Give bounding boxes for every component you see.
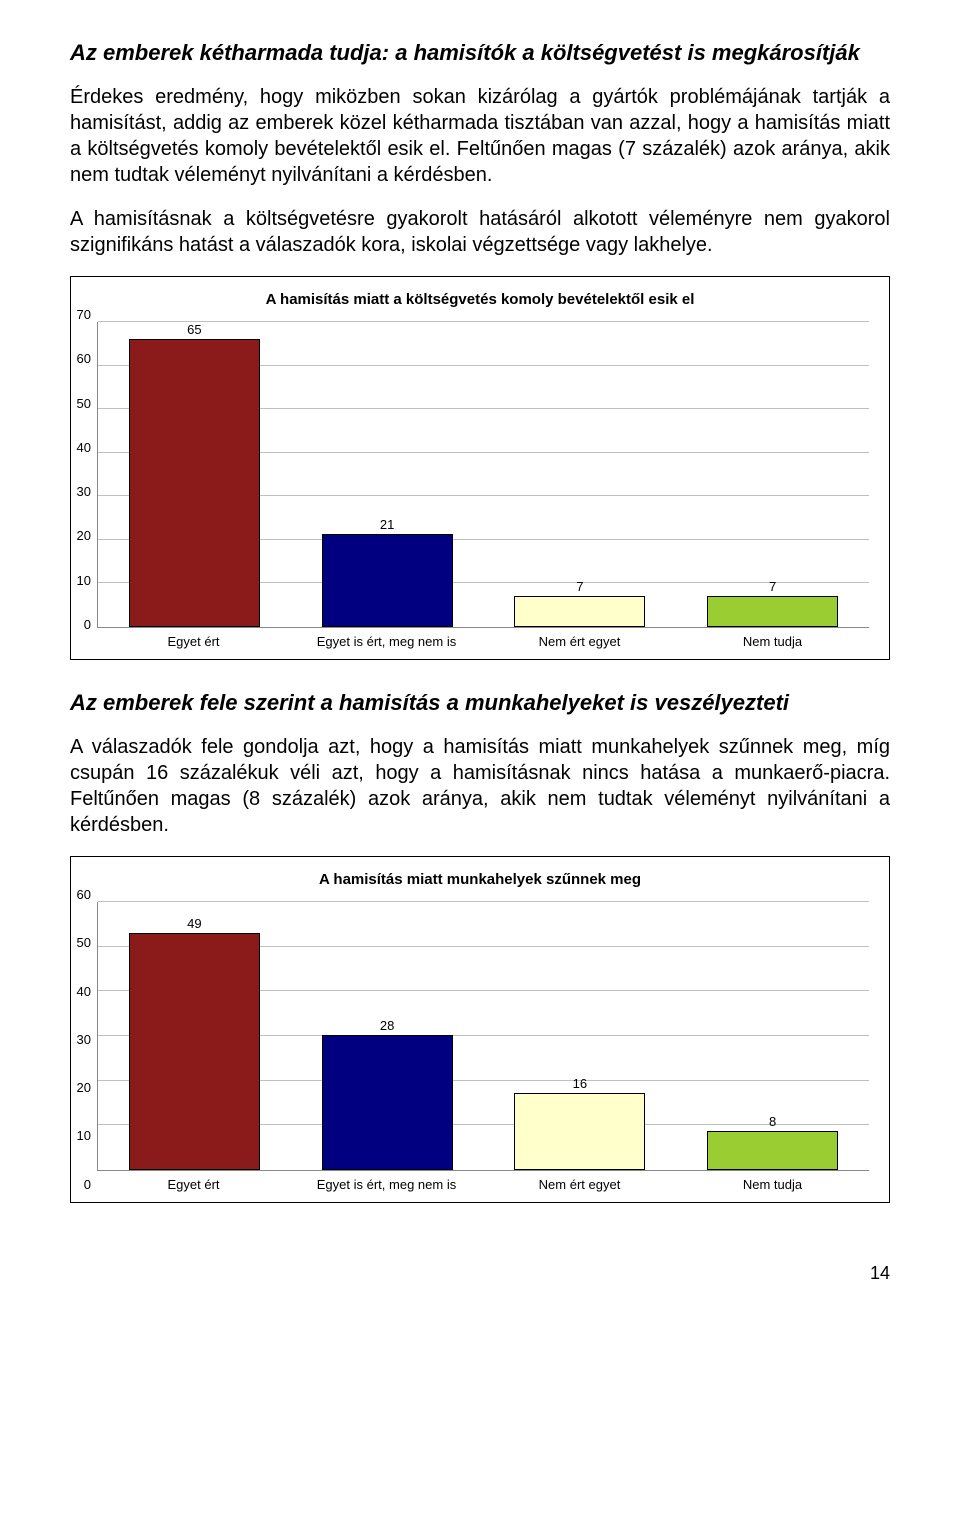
- x-axis-label: Nem ért egyet: [483, 1177, 676, 1192]
- x-axis-label: Egyet is ért, meg nem is: [290, 1177, 483, 1192]
- bar: [322, 534, 453, 627]
- bar: [129, 339, 260, 627]
- bar: [514, 596, 645, 627]
- chart-2-area: 6050403020100 4928168 Egyet értEgyet is …: [91, 902, 869, 1192]
- chart-2-box: A hamisítás miatt munkahelyek szűnnek me…: [70, 856, 890, 1203]
- chart-1-area: 706050403020100 652177 Egyet értEgyet is…: [91, 322, 869, 649]
- x-axis-label: Egyet ért: [97, 1177, 290, 1192]
- x-axis-label: Egyet is ért, meg nem is: [290, 634, 483, 649]
- chart-2-title: A hamisítás miatt munkahelyek szűnnek me…: [91, 871, 869, 888]
- bar: [514, 1093, 645, 1170]
- chart-1-plot: 65 21 7 7: [97, 322, 869, 628]
- bar-value-label: 65: [187, 322, 201, 337]
- chart-1-plot-wrap: 65 21 7 7 Egyet értEgyet is ért, meg nem is…: [97, 322, 869, 649]
- page-number: 14: [0, 1263, 960, 1304]
- bar-value-label: 8: [769, 1114, 776, 1129]
- bar: [707, 596, 838, 627]
- bar-column: 8: [676, 902, 869, 1170]
- heading-1: Az emberek kétharmada tudja: a hamisítók…: [70, 40, 890, 66]
- bar-column: 28: [291, 902, 484, 1170]
- chart-1-x-labels: Egyet értEgyet is ért, meg nem isNem ért…: [97, 634, 869, 649]
- paragraph-3: A válaszadók fele gondolja azt, hogy a h…: [70, 734, 890, 838]
- page-body: Az emberek kétharmada tudja: a hamisítók…: [0, 0, 960, 1263]
- chart-2-x-labels: Egyet értEgyet is ért, meg nem isNem ért…: [97, 1177, 869, 1192]
- bar-column: 7: [484, 322, 677, 627]
- bar-value-label: 7: [769, 579, 776, 594]
- bar-column: 7: [676, 322, 869, 627]
- paragraph-1: Érdekes eredmény, hogy miközben sokan ki…: [70, 84, 890, 188]
- paragraph-2: A hamisításnak a költségvetésre gyakorol…: [70, 206, 890, 258]
- x-axis-label: Nem tudja: [676, 1177, 869, 1192]
- chart-1-box: A hamisítás miatt a költségvetés komoly …: [70, 276, 890, 660]
- bar: [322, 1035, 453, 1170]
- bar-value-label: 49: [187, 916, 201, 931]
- x-axis-label: Egyet ért: [97, 634, 290, 649]
- bar-column: 16: [484, 902, 677, 1170]
- bar-value-label: 28: [380, 1018, 394, 1033]
- x-axis-label: Nem tudja: [676, 634, 869, 649]
- bar-column: 49: [98, 902, 291, 1170]
- chart-1-title: A hamisítás miatt a költségvetés komoly …: [91, 291, 869, 308]
- bar: [707, 1131, 838, 1170]
- bar-value-label: 16: [573, 1076, 587, 1091]
- bar-value-label: 21: [380, 517, 394, 532]
- heading-2: Az emberek fele szerint a hamisítás a mu…: [70, 690, 890, 716]
- chart-2-plot: 49 28 16 8: [97, 902, 869, 1171]
- bar-column: 65: [98, 322, 291, 627]
- x-axis-label: Nem ért egyet: [483, 634, 676, 649]
- bar-column: 21: [291, 322, 484, 627]
- bar-value-label: 7: [576, 579, 583, 594]
- chart-2-plot-wrap: 49 28 16 8 Egyet értEgyet is ért, meg nem i…: [97, 902, 869, 1192]
- bar: [129, 933, 260, 1170]
